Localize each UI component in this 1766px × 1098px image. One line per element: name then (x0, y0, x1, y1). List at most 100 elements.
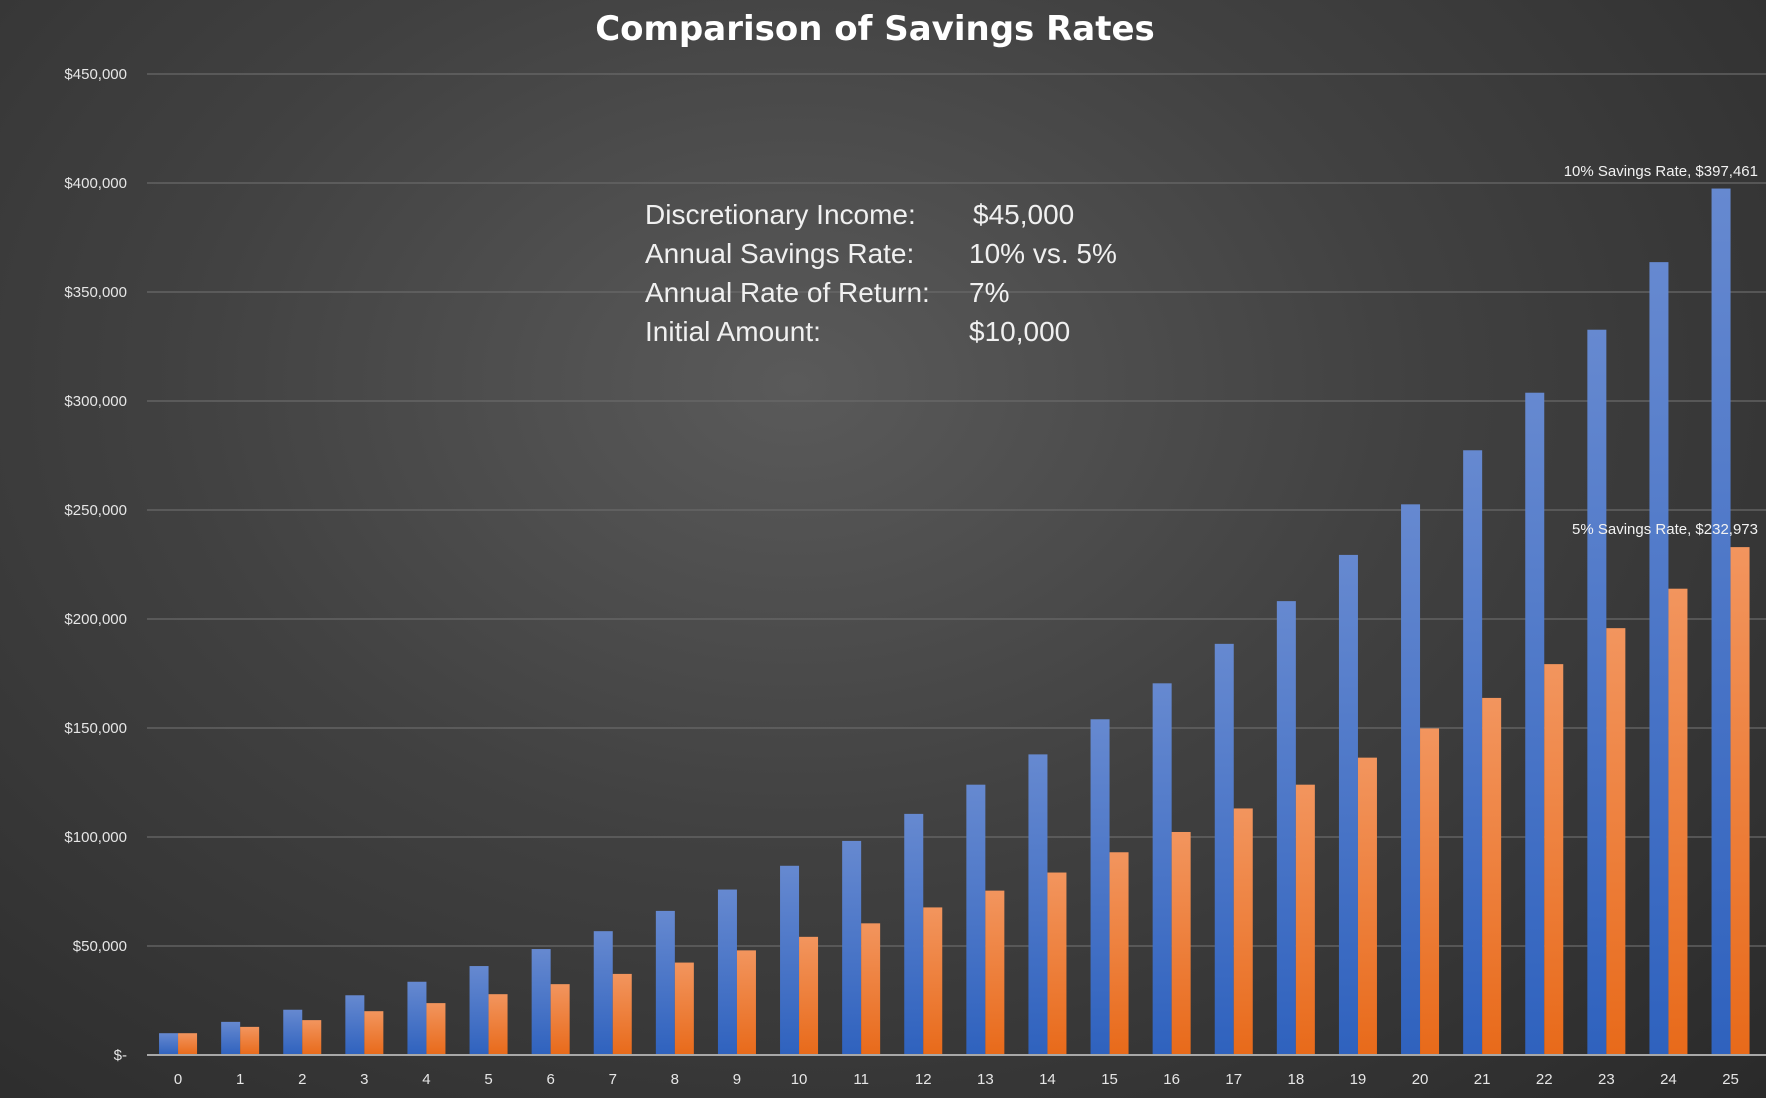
bar-10pct-year-21 (1463, 450, 1483, 1055)
chart-title: Comparison of Savings Rates (595, 9, 1155, 49)
x-tick-label: 0 (174, 1071, 182, 1088)
y-tick-label: $200,000 (64, 611, 127, 628)
bar-5pct-year-25 (1730, 547, 1750, 1055)
x-tick-label: 9 (733, 1071, 741, 1088)
gridlines (147, 73, 1766, 947)
bar-5pct-year-0 (178, 1033, 198, 1055)
data-label-10pct: 10% Savings Rate, $397,461 (1564, 163, 1758, 180)
annotation-value: $10,000 (969, 316, 1070, 347)
x-tick-label: 2 (298, 1071, 306, 1088)
bar-5pct-year-23 (1606, 628, 1626, 1055)
bar-10pct-year-15 (1090, 719, 1110, 1055)
bar-10pct-year-13 (966, 784, 986, 1055)
bar-5pct-year-12 (923, 907, 943, 1055)
bar-5pct-year-20 (1420, 728, 1440, 1055)
x-tick-label: 3 (360, 1071, 368, 1088)
bar-5pct-year-11 (861, 923, 881, 1055)
x-tick-label: 19 (1350, 1071, 1367, 1088)
bar-10pct-year-19 (1338, 554, 1358, 1055)
bar-5pct-year-22 (1544, 664, 1564, 1055)
x-tick-label: 15 (1101, 1071, 1118, 1088)
x-tick-label: 8 (671, 1071, 679, 1088)
bar-10pct-year-1 (221, 1021, 241, 1055)
bar-5pct-year-14 (1047, 872, 1067, 1055)
bar-5pct-year-16 (1171, 831, 1191, 1055)
y-tick-label: $400,000 (64, 175, 127, 192)
bar-10pct-year-6 (531, 949, 551, 1055)
bar-5pct-year-19 (1357, 757, 1377, 1055)
x-tick-label: 25 (1722, 1071, 1739, 1088)
bar-10pct-year-25 (1711, 188, 1731, 1055)
x-tick-label: 7 (609, 1071, 617, 1088)
bar-10pct-year-17 (1214, 643, 1234, 1055)
bar-10pct-year-20 (1401, 504, 1421, 1055)
x-tick-label: 22 (1536, 1071, 1553, 1088)
bar-10pct-year-8 (655, 910, 675, 1055)
bar-5pct-year-6 (550, 984, 570, 1055)
x-tick-label: 18 (1288, 1071, 1305, 1088)
x-axis-ticks: 0 1 2 3 4 5 6 7 8 9 10 11 12 13 14 15 16 17 18 19 20 21 22 23 24… (174, 1071, 1739, 1088)
x-tick-label: 20 (1412, 1071, 1429, 1088)
bar-5pct-year-18 (1295, 784, 1315, 1055)
y-tick-label: $- (114, 1047, 127, 1064)
x-tick-label: 24 (1660, 1071, 1677, 1088)
bar-5pct-year-21 (1482, 697, 1502, 1055)
y-tick-label: $350,000 (64, 284, 127, 301)
data-label-5pct: 5% Savings Rate, $232,973 (1572, 521, 1758, 538)
annotation-label: Discretionary Income: (645, 199, 916, 230)
x-tick-label: 16 (1163, 1071, 1180, 1088)
x-tick-label: 10 (791, 1071, 808, 1088)
annotation-label: Initial Amount: (645, 316, 821, 347)
bar-10pct-year-2 (283, 1009, 303, 1055)
x-tick-label: 4 (422, 1071, 430, 1088)
y-tick-label: $100,000 (64, 829, 127, 846)
y-tick-label: $50,000 (73, 938, 127, 955)
annotation-label: Annual Rate of Return: (645, 277, 930, 308)
bar-10pct-year-0 (159, 1033, 179, 1055)
x-tick-label: 21 (1474, 1071, 1491, 1088)
bar-10pct-year-9 (717, 889, 737, 1055)
bars (159, 188, 1750, 1055)
bar-10pct-year-22 (1525, 392, 1545, 1055)
bar-5pct-year-5 (488, 994, 508, 1055)
x-tick-label: 1 (236, 1071, 244, 1088)
bar-10pct-year-23 (1587, 329, 1607, 1055)
bar-10pct-year-16 (1152, 683, 1172, 1055)
bar-10pct-year-14 (1028, 754, 1048, 1055)
bar-10pct-year-10 (780, 865, 800, 1055)
bar-5pct-year-3 (364, 1011, 384, 1055)
bar-5pct-year-7 (612, 973, 632, 1055)
y-tick-label: $150,000 (64, 720, 127, 737)
bar-5pct-year-13 (985, 890, 1005, 1055)
x-tick-label: 13 (977, 1071, 994, 1088)
x-tick-label: 14 (1039, 1071, 1056, 1088)
y-tick-label: $450,000 (64, 66, 127, 83)
bar-5pct-year-9 (736, 950, 756, 1055)
bar-10pct-year-4 (407, 981, 427, 1055)
x-tick-label: 6 (546, 1071, 554, 1088)
bar-5pct-year-10 (799, 936, 819, 1055)
bar-10pct-year-18 (1276, 601, 1296, 1055)
x-tick-label: 12 (915, 1071, 932, 1088)
bar-5pct-year-4 (426, 1003, 446, 1055)
x-tick-label: 23 (1598, 1071, 1615, 1088)
bar-5pct-year-15 (1109, 852, 1129, 1055)
bar-10pct-year-7 (593, 931, 613, 1055)
annotation-box: Discretionary Income: $45,000 Annual Sav… (645, 199, 1117, 347)
bar-10pct-year-24 (1649, 262, 1669, 1055)
bar-10pct-year-3 (345, 995, 365, 1055)
bar-5pct-year-2 (302, 1020, 322, 1055)
x-tick-label: 17 (1225, 1071, 1242, 1088)
y-tick-label: $300,000 (64, 393, 127, 410)
annotation-label: Annual Savings Rate: (645, 238, 914, 269)
bar-5pct-year-1 (240, 1026, 260, 1055)
bar-10pct-year-12 (904, 813, 924, 1055)
bar-10pct-year-11 (842, 840, 862, 1055)
bar-10pct-year-5 (469, 966, 489, 1055)
annotation-value: 7% (969, 277, 1009, 308)
bar-5pct-year-17 (1233, 808, 1253, 1055)
annotation-value: 10% vs. 5% (969, 238, 1117, 269)
y-tick-label: $250,000 (64, 502, 127, 519)
annotation-value: $45,000 (973, 199, 1074, 230)
